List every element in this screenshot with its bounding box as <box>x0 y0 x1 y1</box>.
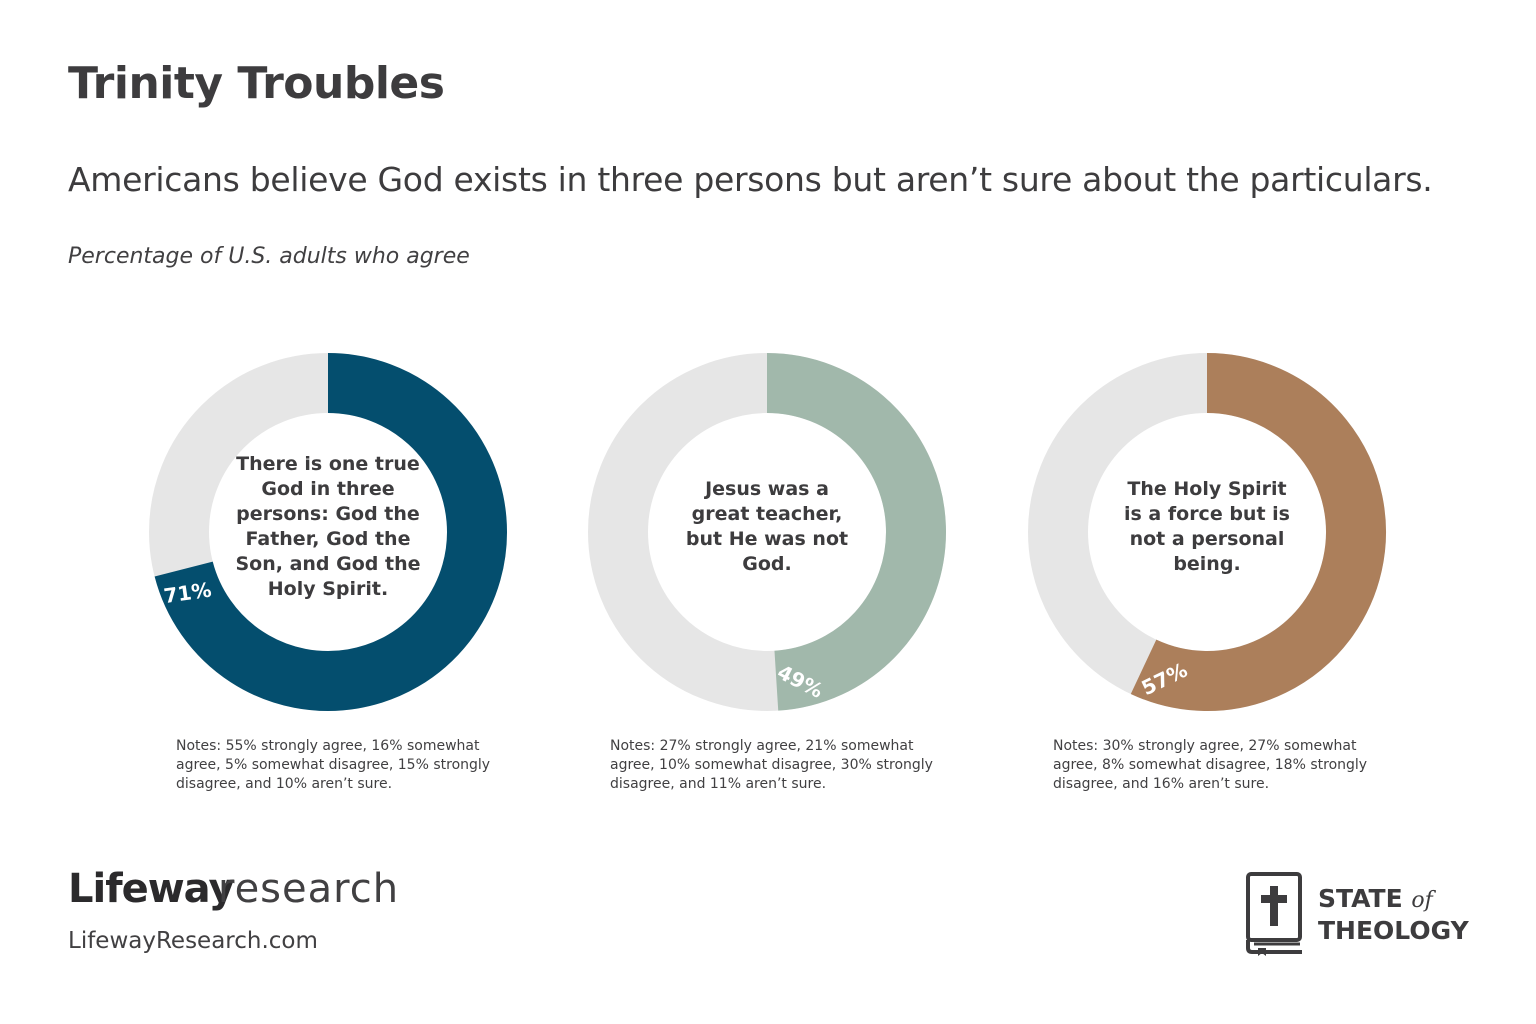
donut-notes: Notes: 30% strongly agree, 27% somewhat … <box>1053 738 1368 792</box>
donut-center-statement: Jesus was a great teacher, but He was no… <box>685 478 849 575</box>
donut-value-label: 49% <box>774 660 828 703</box>
lifeway-logo-research: research <box>218 866 400 912</box>
lifeway-logo-word: Lifeway <box>68 866 235 912</box>
sot-theology: THEOLOGY <box>1318 916 1469 945</box>
lifeway-url: LifewayResearch.com <box>68 928 318 954</box>
donut-remainder-slice <box>149 353 507 711</box>
donut-remainder-slice <box>588 353 946 711</box>
sot-state: STATE <box>1318 884 1403 913</box>
donut-value-label: 57% <box>1138 658 1192 700</box>
donut-notes: Notes: 27% strongly agree, 21% somewhat … <box>610 738 933 792</box>
donut-remainder-slice <box>1028 353 1386 711</box>
page-title: Trinity Troubles <box>68 58 445 109</box>
cross-book-icon <box>1246 872 1302 956</box>
donut-value-label: 71% <box>162 577 213 608</box>
donut-value-slice <box>766 353 946 711</box>
chart-caption: Percentage of U.S. adults who agree <box>68 244 470 269</box>
sot-of: of <box>1411 888 1433 913</box>
page-subtitle: Americans believe God exists in three pe… <box>68 160 1433 199</box>
donut-center-statement: There is one true God in three persons: … <box>235 453 421 600</box>
donut-value-slice <box>1130 353 1386 711</box>
donut-value-slice <box>154 353 507 711</box>
donut-notes: Notes: 55% strongly agree, 16% somewhat … <box>176 738 491 792</box>
state-of-theology-logo: STATE of THEOLOGY <box>1318 884 1469 946</box>
donut-center-statement: The Holy Spirit is a force but is not a … <box>1124 478 1290 575</box>
